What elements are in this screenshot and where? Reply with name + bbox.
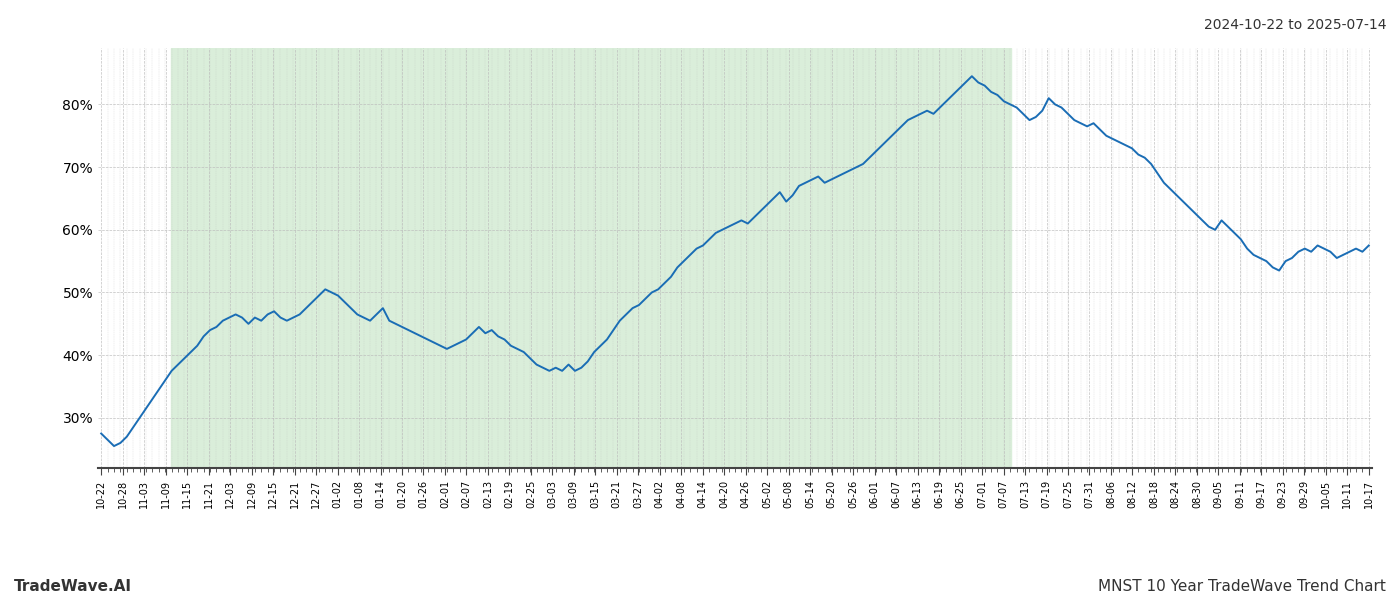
Bar (171, 48, 1011, 468)
Text: MNST 10 Year TradeWave Trend Chart: MNST 10 Year TradeWave Trend Chart (1098, 579, 1386, 594)
Text: 2024-10-22 to 2025-07-14: 2024-10-22 to 2025-07-14 (1204, 18, 1386, 32)
Text: TradeWave.AI: TradeWave.AI (14, 579, 132, 594)
